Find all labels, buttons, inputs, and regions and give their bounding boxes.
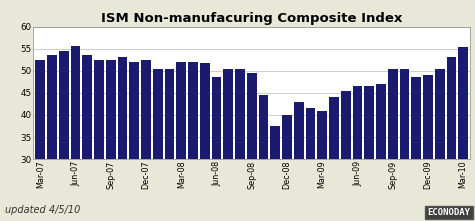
Bar: [188, 62, 198, 221]
Bar: [435, 69, 445, 221]
Bar: [118, 57, 127, 221]
Bar: [317, 111, 327, 221]
Bar: [247, 73, 256, 221]
Title: ISM Non-manufacuring Composite Index: ISM Non-manufacuring Composite Index: [101, 12, 402, 25]
Bar: [411, 77, 421, 221]
Text: ECONODAY: ECONODAY: [427, 208, 470, 217]
Bar: [341, 91, 351, 221]
Bar: [294, 102, 304, 221]
Bar: [223, 69, 233, 221]
Bar: [59, 51, 68, 221]
Bar: [329, 97, 339, 221]
Bar: [352, 86, 362, 221]
Bar: [141, 60, 151, 221]
Bar: [306, 108, 315, 221]
Bar: [200, 63, 209, 221]
Bar: [130, 62, 139, 221]
Bar: [388, 69, 398, 221]
Bar: [176, 62, 186, 221]
Bar: [458, 47, 468, 221]
Bar: [71, 46, 80, 221]
Text: updated 4/5/10: updated 4/5/10: [5, 206, 80, 215]
Bar: [376, 84, 386, 221]
Bar: [212, 77, 221, 221]
Bar: [235, 69, 245, 221]
Bar: [259, 95, 268, 221]
Bar: [153, 69, 162, 221]
Bar: [165, 69, 174, 221]
Bar: [446, 57, 456, 221]
Bar: [364, 86, 374, 221]
Bar: [47, 55, 57, 221]
Bar: [36, 60, 45, 221]
Bar: [106, 60, 115, 221]
Bar: [399, 69, 409, 221]
Bar: [282, 115, 292, 221]
Bar: [423, 75, 433, 221]
Bar: [270, 126, 280, 221]
Bar: [94, 60, 104, 221]
Bar: [83, 55, 92, 221]
